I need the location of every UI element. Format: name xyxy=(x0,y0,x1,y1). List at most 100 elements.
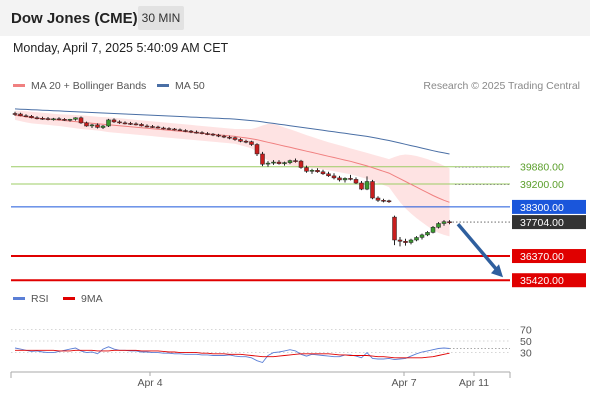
candle-down xyxy=(276,161,282,164)
timeframe-button[interactable]: 30 MIN xyxy=(138,6,184,30)
chart-header: Dow Jones (CME) 30 MIN xyxy=(0,0,590,36)
candle-down xyxy=(221,135,227,138)
candle-up xyxy=(67,119,73,121)
price-level-lines xyxy=(11,166,510,282)
rsi-tick-label: 70 xyxy=(520,324,532,336)
candle-down xyxy=(111,119,117,123)
candle-down xyxy=(29,116,34,119)
candle-up xyxy=(408,239,414,243)
candle-down xyxy=(40,118,45,120)
level-badge-current xyxy=(512,215,586,230)
level-label-resistance-2: 39880.00 xyxy=(520,162,564,174)
candle-down xyxy=(56,118,62,121)
candle-down xyxy=(359,182,364,190)
candle-down xyxy=(133,123,139,126)
time-tick-label: Apr 7 xyxy=(391,377,416,389)
level-label-support-2: 35420.00 xyxy=(520,275,564,287)
candle-down xyxy=(298,160,304,168)
candle-down xyxy=(117,121,122,124)
candle-up xyxy=(106,119,111,127)
candle-up xyxy=(364,181,370,190)
candle-up xyxy=(287,160,293,163)
level-label-support-1: 36370.00 xyxy=(520,251,564,263)
candle-down xyxy=(177,129,183,132)
legend-ma20: MA 20 + Bollinger Bands xyxy=(13,80,146,92)
candle-down xyxy=(205,133,210,135)
bollinger-band-layer xyxy=(15,110,450,237)
candle-down xyxy=(392,216,397,241)
rsi-tick-label: 50 xyxy=(520,336,532,348)
candle-down xyxy=(210,133,216,136)
rsi-tick-label: 30 xyxy=(520,348,532,360)
candle-down xyxy=(12,113,18,115)
candle-down xyxy=(139,124,144,127)
candle-up xyxy=(282,162,287,164)
candle-down xyxy=(243,140,249,143)
candle-down xyxy=(23,115,29,118)
legend-9ma-label: 9MA xyxy=(81,293,103,305)
level-label-current: 37704.00 xyxy=(520,217,564,229)
candle-up xyxy=(309,170,315,172)
level-badge-support-1 xyxy=(512,249,586,264)
legend-ma20-label: MA 20 + Bollinger Bands xyxy=(31,80,147,92)
candle-down xyxy=(293,160,298,162)
candle-down xyxy=(315,170,320,173)
level-label-pivot: 38300.00 xyxy=(520,202,564,214)
candle-down xyxy=(331,175,337,179)
level-label-resistance-1: 39200.00 xyxy=(520,179,564,191)
candle-down xyxy=(144,125,150,128)
candle-down xyxy=(386,200,392,203)
candle-up xyxy=(430,227,436,233)
candle-up xyxy=(419,234,425,238)
time-tick-label: Apr 11 xyxy=(459,377,489,389)
candle-down xyxy=(18,113,23,117)
rsi-9ma-line xyxy=(15,349,450,359)
candle-down xyxy=(260,153,265,165)
candle-down xyxy=(403,241,408,243)
time-axis: Apr 4 Apr 7 Apr 11 xyxy=(10,371,511,389)
legend-rsi-label: RSI xyxy=(31,293,49,305)
candle-down xyxy=(238,139,243,142)
candle-down xyxy=(320,171,326,175)
ma50-swatch-icon xyxy=(157,83,169,87)
candle-down xyxy=(62,119,67,121)
candle-down xyxy=(216,134,221,137)
candle-down xyxy=(375,197,381,201)
candle-down xyxy=(150,126,155,128)
candle-down xyxy=(188,130,194,133)
candle-down xyxy=(194,131,199,134)
forecast-arrow-layer xyxy=(456,222,503,278)
candle-down xyxy=(78,117,84,124)
candle-down xyxy=(353,179,359,184)
candle-up xyxy=(342,178,348,181)
candle-down xyxy=(155,126,161,129)
candle-up xyxy=(89,124,95,127)
level-badge-support-2 xyxy=(512,273,586,288)
candle-up xyxy=(414,237,419,241)
candle-down xyxy=(337,177,342,181)
candle-down xyxy=(370,181,375,199)
candle-down xyxy=(199,132,205,134)
candle-down xyxy=(166,128,172,130)
candle-down xyxy=(447,221,452,223)
candle-down xyxy=(45,118,51,120)
candle-down xyxy=(304,167,309,172)
candle-up xyxy=(100,125,106,128)
level-badge-pivot xyxy=(512,199,586,214)
candle-up xyxy=(265,162,271,165)
candle-down xyxy=(128,123,133,125)
candle-down xyxy=(161,127,166,130)
candle-down xyxy=(183,130,188,132)
candle-down xyxy=(122,122,128,125)
legend-ma50: MA 50 xyxy=(157,80,205,92)
candle-down xyxy=(227,136,232,139)
forecast-arrowhead-icon xyxy=(491,264,503,278)
candle-down xyxy=(95,124,100,128)
bollinger-band xyxy=(15,110,450,237)
legend-ma50-label: MA 50 xyxy=(175,80,205,92)
legend-9ma: 9MA xyxy=(63,293,103,305)
candle-down xyxy=(254,144,260,155)
time-tick-label: Apr 4 xyxy=(137,377,162,389)
